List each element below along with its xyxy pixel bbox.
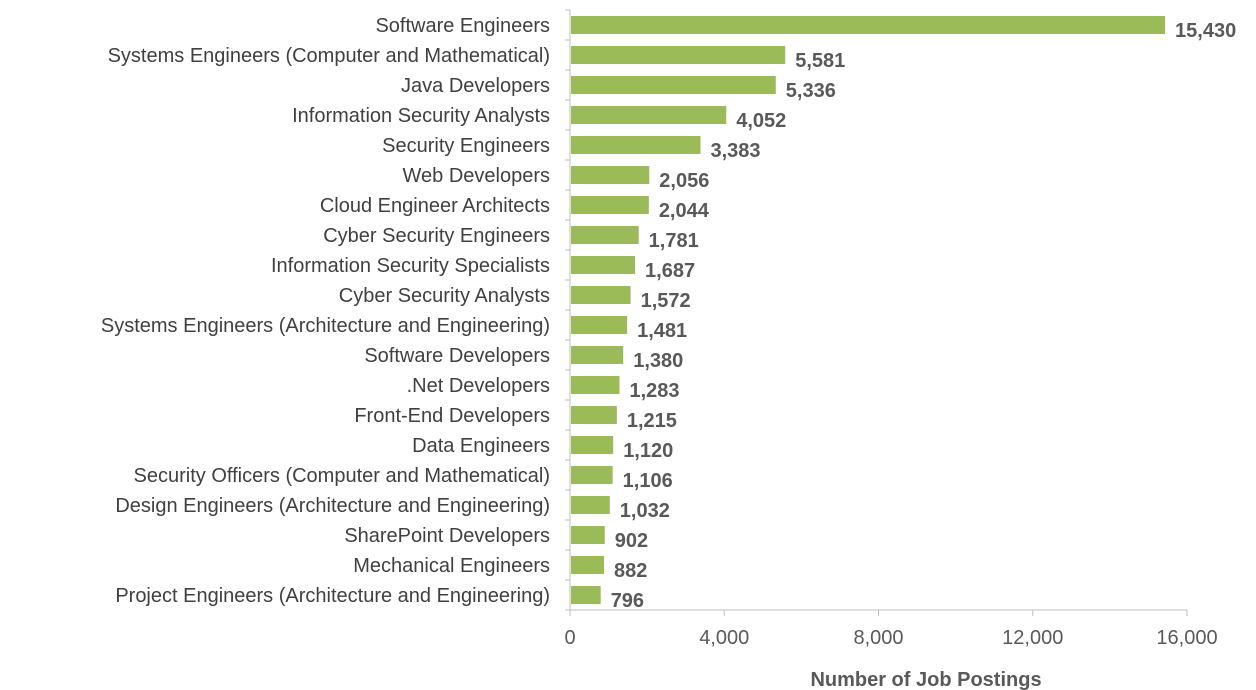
value-label: 1,781 <box>649 230 699 252</box>
x-tick-label: 16,000 <box>1156 627 1217 649</box>
category-label: Security Engineers <box>382 135 550 157</box>
bar <box>571 376 620 394</box>
axis-layer <box>565 9 1188 616</box>
bar <box>571 286 631 304</box>
x-tick-label: 12,000 <box>1002 627 1063 649</box>
x-axis-title: Number of Job Postings <box>810 669 1041 690</box>
value-label: 4,052 <box>736 110 786 132</box>
bar <box>571 136 701 154</box>
value-label: 1,106 <box>623 470 673 492</box>
category-label: Software Engineers <box>375 15 550 37</box>
bars-layer <box>571 16 1166 604</box>
bar <box>571 166 650 184</box>
bar <box>571 346 624 364</box>
category-label: Cyber Security Engineers <box>323 225 550 247</box>
value-label: 5,336 <box>786 80 836 102</box>
category-label: Java Developers <box>401 75 550 97</box>
x-tick-label: 0 <box>564 627 575 649</box>
bar <box>571 16 1166 34</box>
value-label: 882 <box>614 560 647 582</box>
category-label: Cloud Engineer Architects <box>320 195 550 217</box>
value-label: 2,044 <box>659 200 710 222</box>
category-label: Cyber Security Analysts <box>339 285 550 307</box>
bar <box>571 586 601 604</box>
bar <box>571 46 786 64</box>
bar <box>571 556 605 574</box>
bar <box>571 76 776 94</box>
value-label: 1,687 <box>645 260 695 282</box>
value-label: 1,481 <box>637 320 687 342</box>
category-label: Front-End Developers <box>354 405 550 427</box>
bar <box>571 496 610 514</box>
value-label: 3,383 <box>710 140 760 162</box>
category-label: SharePoint Developers <box>344 525 550 547</box>
category-label: Mechanical Engineers <box>353 555 550 577</box>
category-label: Data Engineers <box>412 435 550 457</box>
category-label: Design Engineers (Architecture and Engin… <box>115 495 550 517</box>
category-label: Software Developers <box>364 345 550 367</box>
value-label: 5,581 <box>795 50 845 72</box>
category-label: Systems Engineers (Computer and Mathemat… <box>108 45 550 67</box>
bar <box>571 226 639 244</box>
value-label: 1,572 <box>641 290 691 312</box>
value-label: 15,430 <box>1175 20 1236 42</box>
value-label: 1,215 <box>627 410 677 432</box>
category-label: Security Officers (Computer and Mathemat… <box>134 465 550 487</box>
labels-layer: 0 4,000 8,000 12,000 16,000 Software Engineer… <box>101 15 1236 649</box>
bar <box>571 106 727 124</box>
category-label: Information Security Analysts <box>292 105 550 127</box>
bar <box>571 526 605 544</box>
bar <box>571 316 628 334</box>
bar <box>571 406 617 424</box>
x-tick-label: 8,000 <box>853 627 903 649</box>
x-tick-label: 4,000 <box>699 627 749 649</box>
value-label: 1,283 <box>629 380 679 402</box>
value-label: 1,120 <box>623 440 673 462</box>
value-label: 796 <box>611 590 644 612</box>
category-label: Systems Engineers (Architecture and Engi… <box>101 315 550 337</box>
category-label: Information Security Specialists <box>271 255 550 277</box>
category-label: .Net Developers <box>407 375 550 397</box>
bar <box>571 436 614 454</box>
bar <box>571 466 613 484</box>
value-label: 1,032 <box>620 500 670 522</box>
value-label: 2,056 <box>659 170 709 192</box>
value-label: 902 <box>615 530 648 552</box>
bar <box>571 196 649 214</box>
category-label: Project Engineers (Architecture and Engi… <box>115 585 550 607</box>
category-label: Web Developers <box>403 165 550 187</box>
value-label: 1,380 <box>633 350 683 372</box>
bar <box>571 256 636 274</box>
